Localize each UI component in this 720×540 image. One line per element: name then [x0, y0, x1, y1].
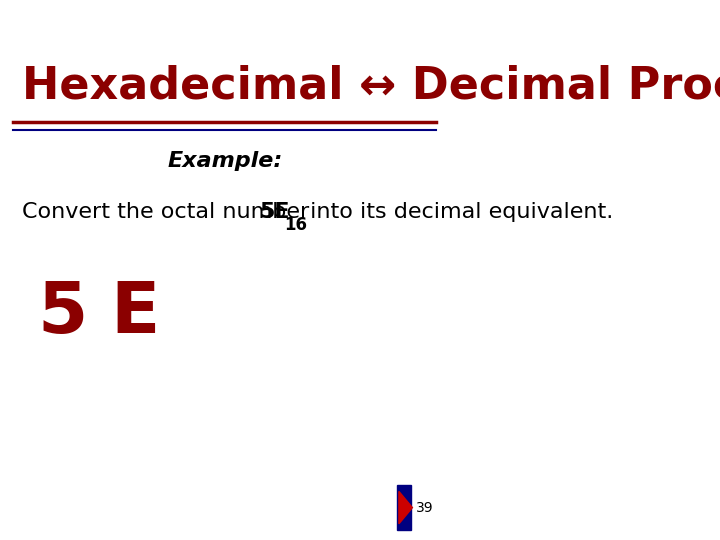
Text: 5E: 5E: [260, 202, 290, 222]
Text: E: E: [110, 279, 160, 348]
Text: Example:: Example:: [167, 151, 282, 171]
Text: 16: 16: [284, 216, 307, 234]
Polygon shape: [399, 491, 413, 524]
Text: Convert the octal number: Convert the octal number: [22, 202, 317, 222]
Text: 5: 5: [38, 279, 88, 348]
Text: 39: 39: [416, 501, 433, 515]
Text: Hexadecimal ↔ Decimal Process: Hexadecimal ↔ Decimal Process: [22, 65, 720, 108]
Polygon shape: [397, 485, 410, 530]
Text: into its decimal equivalent.: into its decimal equivalent.: [303, 202, 613, 222]
